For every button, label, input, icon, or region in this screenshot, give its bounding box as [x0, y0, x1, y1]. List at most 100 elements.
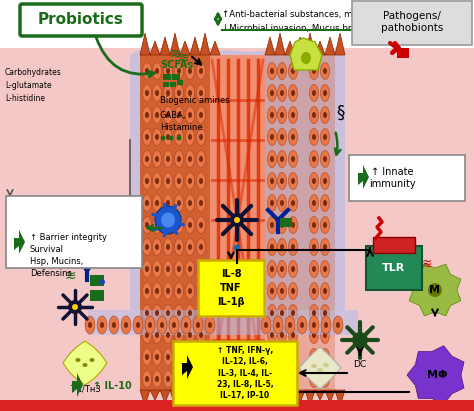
Text: ↑ TNF, IFN-γ,
IL-12, IL-6,
IL-3, IL-4, IL-
23, IL-8, IL-5,
IL-17, IP-10: ↑ TNF, IFN-γ, IL-12, IL-6, IL-3, IL-4, I…	[217, 346, 273, 400]
Polygon shape	[325, 390, 335, 403]
Ellipse shape	[145, 68, 149, 74]
Text: Carbohydrates
L-glutamate
L-histidine: Carbohydrates L-glutamate L-histidine	[5, 68, 62, 104]
Bar	[280, 218, 292, 227]
Ellipse shape	[109, 316, 119, 334]
Ellipse shape	[143, 349, 152, 365]
Ellipse shape	[199, 310, 203, 316]
Ellipse shape	[277, 305, 286, 321]
Ellipse shape	[267, 62, 276, 79]
Ellipse shape	[267, 261, 276, 277]
Ellipse shape	[164, 150, 173, 168]
Ellipse shape	[270, 200, 274, 206]
Text: Pathogens/
pathobionts: Pathogens/ pathobionts	[381, 11, 443, 33]
Ellipse shape	[267, 129, 276, 145]
Ellipse shape	[153, 238, 162, 256]
Polygon shape	[140, 390, 150, 406]
Ellipse shape	[277, 62, 286, 79]
Ellipse shape	[321, 316, 331, 334]
Ellipse shape	[310, 370, 319, 388]
Ellipse shape	[153, 150, 162, 168]
Ellipse shape	[143, 150, 152, 168]
Ellipse shape	[153, 282, 162, 300]
Ellipse shape	[270, 156, 274, 162]
Text: ↑ IL-10: ↑ IL-10	[93, 381, 132, 391]
Bar	[260, 368, 273, 378]
Ellipse shape	[199, 112, 203, 118]
Ellipse shape	[177, 156, 181, 162]
Ellipse shape	[267, 326, 276, 344]
Ellipse shape	[323, 266, 327, 272]
Text: Tᴿ₁/Tʜ3: Tᴿ₁/Tʜ3	[70, 385, 100, 393]
Ellipse shape	[188, 178, 192, 184]
Ellipse shape	[289, 62, 298, 79]
Ellipse shape	[145, 178, 149, 184]
Ellipse shape	[155, 156, 159, 162]
Polygon shape	[295, 37, 305, 55]
Ellipse shape	[143, 261, 152, 277]
Ellipse shape	[291, 354, 295, 360]
Ellipse shape	[161, 212, 175, 228]
Ellipse shape	[280, 156, 284, 162]
Ellipse shape	[177, 332, 181, 338]
Ellipse shape	[185, 106, 194, 123]
Ellipse shape	[270, 332, 274, 338]
Ellipse shape	[145, 376, 149, 382]
Ellipse shape	[197, 305, 206, 321]
Ellipse shape	[164, 194, 173, 212]
Ellipse shape	[289, 85, 298, 102]
Ellipse shape	[234, 217, 240, 223]
Ellipse shape	[199, 222, 203, 228]
Ellipse shape	[185, 282, 194, 300]
Ellipse shape	[300, 322, 304, 328]
Polygon shape	[290, 38, 322, 70]
Ellipse shape	[166, 310, 170, 316]
Ellipse shape	[267, 217, 276, 233]
Ellipse shape	[145, 288, 149, 294]
Ellipse shape	[164, 62, 173, 79]
Ellipse shape	[310, 129, 319, 145]
Ellipse shape	[174, 173, 183, 189]
Ellipse shape	[320, 62, 329, 79]
Ellipse shape	[323, 354, 327, 360]
Ellipse shape	[75, 358, 81, 362]
Ellipse shape	[145, 244, 149, 250]
Ellipse shape	[267, 349, 276, 365]
Ellipse shape	[312, 376, 316, 382]
Ellipse shape	[280, 310, 284, 316]
Ellipse shape	[188, 266, 192, 272]
Ellipse shape	[208, 322, 212, 328]
Ellipse shape	[188, 200, 192, 206]
Ellipse shape	[280, 288, 284, 294]
Ellipse shape	[288, 322, 292, 328]
Ellipse shape	[324, 322, 328, 328]
Ellipse shape	[323, 222, 327, 228]
Ellipse shape	[153, 305, 162, 321]
Ellipse shape	[177, 288, 181, 294]
Ellipse shape	[280, 90, 284, 96]
Ellipse shape	[199, 376, 203, 382]
Ellipse shape	[143, 85, 152, 102]
Ellipse shape	[309, 316, 319, 334]
Polygon shape	[305, 33, 315, 55]
Ellipse shape	[143, 173, 152, 189]
Ellipse shape	[185, 370, 194, 388]
Ellipse shape	[277, 349, 286, 365]
Ellipse shape	[136, 322, 140, 328]
Ellipse shape	[310, 261, 319, 277]
Ellipse shape	[199, 68, 203, 74]
Ellipse shape	[185, 238, 194, 256]
Ellipse shape	[188, 156, 192, 162]
Ellipse shape	[164, 305, 173, 321]
Ellipse shape	[153, 194, 162, 212]
Ellipse shape	[188, 310, 192, 316]
Ellipse shape	[145, 200, 149, 206]
Ellipse shape	[312, 266, 316, 272]
Polygon shape	[190, 390, 200, 403]
Ellipse shape	[289, 194, 298, 212]
Ellipse shape	[310, 62, 319, 79]
Ellipse shape	[197, 62, 206, 79]
Ellipse shape	[177, 112, 181, 118]
Ellipse shape	[174, 261, 183, 277]
Text: Biogenic amines: Biogenic amines	[160, 95, 229, 104]
Ellipse shape	[145, 332, 149, 338]
